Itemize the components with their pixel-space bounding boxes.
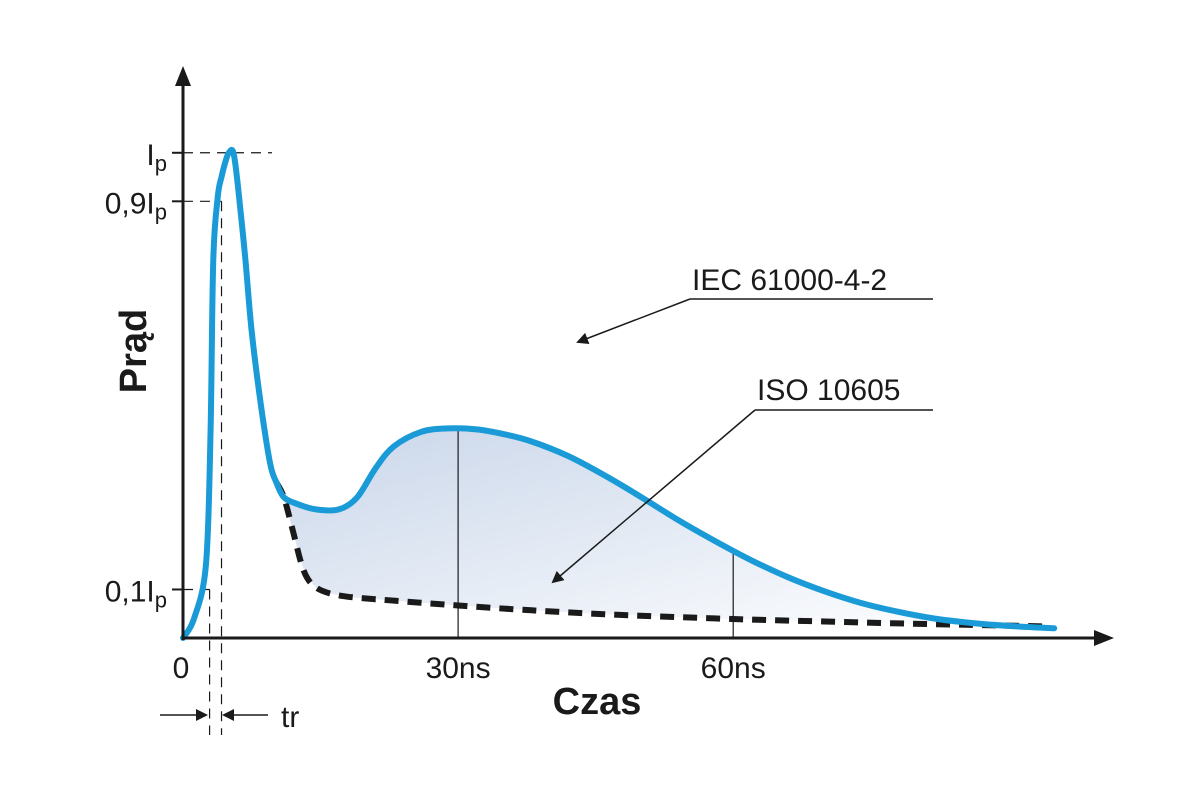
series-layer [180, 146, 1058, 641]
x-axis-arrow-icon [1094, 630, 1114, 646]
area-between-curves [276, 428, 1045, 627]
legend-pointer-iec [576, 298, 691, 345]
x-tick-label: 30ns [426, 652, 491, 685]
legend-pointer-iso [551, 409, 756, 584]
x-axis-title: Czas [553, 681, 642, 723]
legend-label-iec: IEC 61000-4-2 [692, 264, 887, 297]
shaded-area [276, 428, 1045, 627]
rise-time-label: tr [281, 701, 299, 734]
tick-labels: 0 30ns 60ns 0,1Ip 0,9Ip Ip [105, 139, 766, 685]
x-tick-label: 0 [173, 652, 190, 685]
series-line-iec-61000-4-2 [180, 146, 1058, 641]
legend-annotations: IEC 61000-4-2 ISO 10605 [551, 264, 933, 584]
rise-time-marker: tr [160, 701, 299, 734]
legend-label-iso: ISO 10605 [757, 374, 900, 407]
series-line-iso-10605 [273, 481, 1046, 630]
y-axis-title: Prąd [113, 309, 155, 393]
y-tick-label: Ip [146, 139, 167, 176]
y-axis-arrow-icon [175, 66, 191, 86]
x-tick-label: 60ns [701, 652, 766, 685]
y-tick-label: 0,1Ip [105, 575, 167, 612]
axes [175, 66, 1114, 646]
y-tick-label: 0,9Ip [105, 187, 167, 224]
